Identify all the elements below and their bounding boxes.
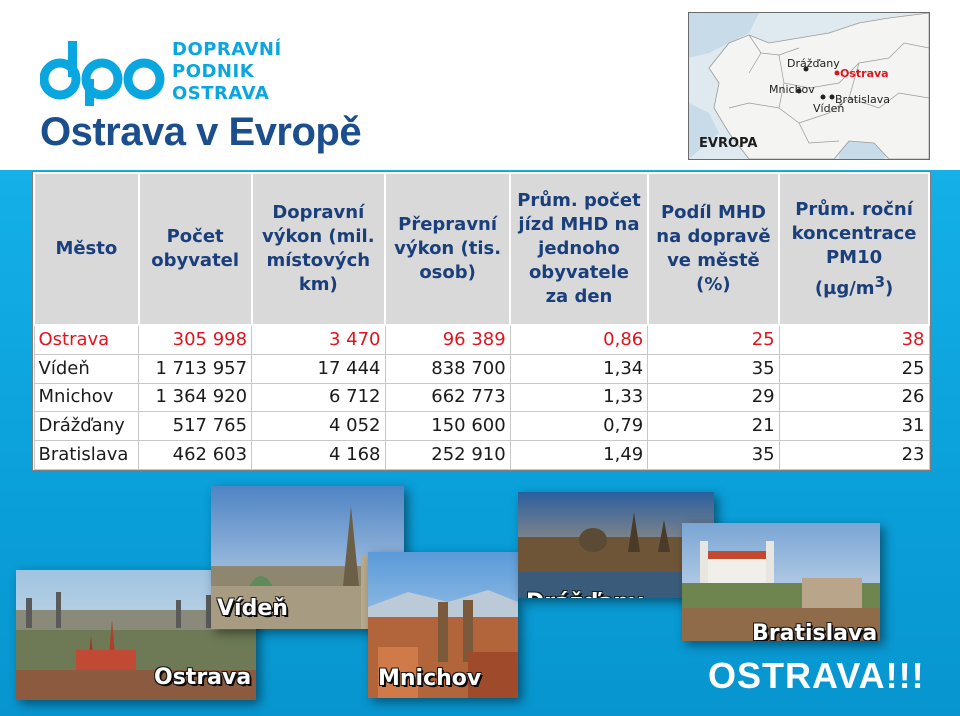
dpo-logo-mark — [40, 41, 165, 106]
cell-trips: 1,33 — [509, 382, 649, 413]
photo-label-bratislava: Bratislava — [752, 621, 878, 641]
cell-population: 1 713 957 — [138, 353, 253, 384]
cell-pm10: 26 — [778, 382, 930, 413]
cell-pm10: 38 — [778, 324, 930, 355]
cell-city: Drážďany — [33, 411, 140, 442]
cell-passengers: 150 600 — [384, 411, 511, 442]
cell-passengers: 838 700 — [384, 353, 511, 384]
map-label-ostrava: Ostrava — [840, 67, 889, 80]
cell-share: 25 — [647, 324, 780, 355]
header-koncentrace-pm10-text: Prům. roční koncentrace PM10 (µg/m3) — [791, 198, 917, 299]
europe-map: Drážďany Ostrava Mnichov Bratislava Víde… — [688, 12, 930, 160]
table-header-row: Město Počet obyvatel Dopravní výkon (mil… — [33, 172, 930, 326]
mnichov-image — [368, 552, 518, 698]
cell-trips: 0,86 — [509, 324, 649, 355]
photo-label-ostrava: Ostrava — [154, 665, 252, 690]
map-label-bratislava: Bratislava — [835, 93, 890, 106]
logo-line-1: DOPRAVNÍ — [172, 39, 282, 60]
cell-population: 305 998 — [138, 324, 253, 355]
cell-city: Bratislava — [33, 440, 140, 470]
table-row: Bratislava 462 603 4 168 252 910 1,49 35… — [33, 440, 930, 470]
logo-line-2: PODNIK — [172, 61, 255, 82]
map-label-viden: Vídeň — [813, 102, 845, 115]
cell-share: 35 — [647, 353, 780, 384]
cell-transport: 4 168 — [251, 440, 386, 470]
footer-slogan: OSTRAVA!!! — [708, 655, 925, 696]
map-graphic — [689, 13, 929, 159]
logo-line-3: OSTRAVA — [172, 83, 270, 104]
cell-transport: 17 444 — [251, 353, 386, 384]
photo-label-drazdany: Drážďany — [526, 590, 643, 598]
cell-pm10: 31 — [778, 411, 930, 442]
cell-passengers: 252 910 — [384, 440, 511, 470]
table-row: Mnichov 1 364 920 6 712 662 773 1,33 29 … — [33, 382, 930, 413]
table-row: Ostrava 305 998 3 470 96 389 0,86 25 38 — [33, 324, 930, 355]
cell-city: Vídeň — [33, 353, 140, 384]
drazdany-image — [518, 492, 714, 598]
cell-transport: 3 470 — [251, 324, 386, 355]
header-dopravni-vykon: Dopravní výkon (mil. místových km) — [250, 172, 387, 326]
header-prepravni-vykon: Přepravní výkon (tis. osob) — [383, 172, 512, 326]
dpo-logo: DOPRAVNÍ PODNIK OSTRAVA — [40, 38, 300, 108]
cell-trips: 0,79 — [509, 411, 649, 442]
cell-transport: 4 052 — [251, 411, 386, 442]
cell-city: Ostrava — [33, 324, 140, 355]
header-mesto: Město — [33, 172, 140, 326]
photo-drazdany: Drážďany — [518, 492, 714, 598]
cell-passengers: 96 389 — [384, 324, 511, 355]
cell-transport: 6 712 — [251, 382, 386, 413]
photo-label-mnichov: Mnichov — [378, 666, 482, 691]
photo-mnichov: Mnichov — [368, 552, 518, 698]
bratislava-image — [682, 523, 880, 641]
photo-bratislava: Bratislava — [682, 523, 880, 641]
header-pocet-obyvatel: Počet obyvatel — [137, 172, 253, 326]
cell-population: 517 765 — [138, 411, 253, 442]
header-prumerny-pocet-jizd: Prům. počet jízd MHD na jednoho obyvatel… — [509, 172, 649, 326]
cell-pm10: 25 — [778, 353, 930, 384]
table-row: Drážďany 517 765 4 052 150 600 0,79 21 3… — [33, 411, 930, 442]
map-label-mnichov: Mnichov — [769, 83, 815, 96]
cell-share: 29 — [647, 382, 780, 413]
map-label-drazdany: Drážďany — [787, 57, 840, 70]
cell-population: 1 364 920 — [138, 382, 253, 413]
cell-city: Mnichov — [33, 382, 140, 413]
photo-label-viden: Vídeň — [217, 596, 288, 621]
map-region-label: EVROPA — [699, 136, 758, 151]
table: Město Počet obyvatel Dopravní výkon (mil… — [33, 172, 930, 470]
cell-share: 35 — [647, 440, 780, 470]
table-row: Vídeň 1 713 957 17 444 838 700 1,34 35 2… — [33, 353, 930, 384]
cell-passengers: 662 773 — [384, 382, 511, 413]
slide-title: Ostrava v Evropě — [40, 110, 362, 154]
cell-share: 21 — [647, 411, 780, 442]
cell-trips: 1,49 — [509, 440, 649, 470]
header-koncentrace-pm10: Prům. roční koncentrace PM10 (µg/m3) — [778, 172, 930, 326]
cell-pm10: 23 — [778, 440, 930, 470]
cell-population: 462 603 — [138, 440, 253, 470]
comparison-table: Město Počet obyvatel Dopravní výkon (mil… — [32, 171, 931, 471]
cell-trips: 1,34 — [509, 353, 649, 384]
header-podil-mhd: Podíl MHD na dopravě ve městě (%) — [646, 172, 781, 326]
